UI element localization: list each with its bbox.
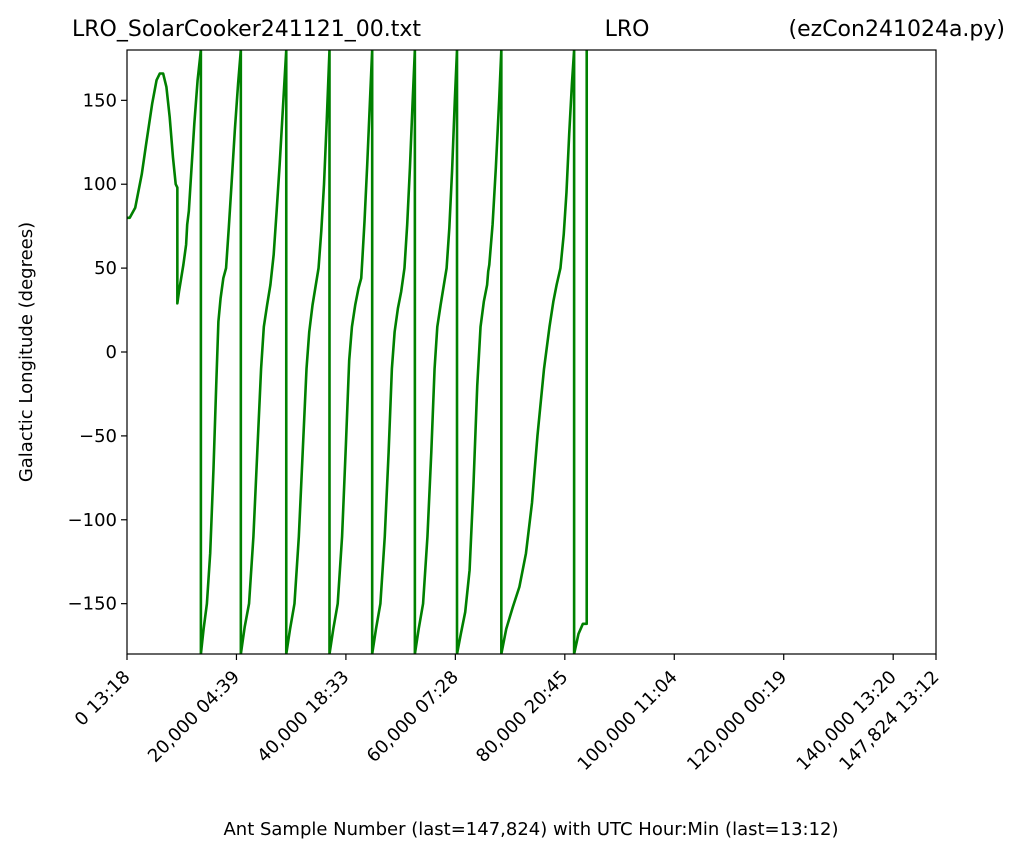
series-line-0 [127, 50, 589, 654]
title-right: (ezCon241024a.py) [789, 17, 1005, 42]
title-center: LRO [605, 17, 650, 42]
y-tick-label: −50 [79, 426, 117, 447]
y-tick-label: 100 [83, 174, 117, 195]
chart-title: LRO_SolarCooker241121_00.txt LRO (ezCon2… [72, 17, 1005, 42]
y-tick-label: 0 [106, 342, 117, 363]
y-tick-label: 150 [83, 90, 117, 111]
plot-area [127, 50, 589, 654]
y-tick-label: 50 [94, 258, 117, 279]
x-axis-label: Ant Sample Number (last=147,824) with UT… [223, 819, 838, 840]
y-axis: 150 100 50 0 −50 −100 −150 [68, 90, 127, 615]
y-axis-label: Galactic Longitude (degrees) [16, 222, 37, 482]
title-left: LRO_SolarCooker241121_00.txt [72, 17, 421, 42]
y-tick-label: −150 [68, 594, 117, 615]
y-tick-label: −100 [68, 510, 117, 531]
